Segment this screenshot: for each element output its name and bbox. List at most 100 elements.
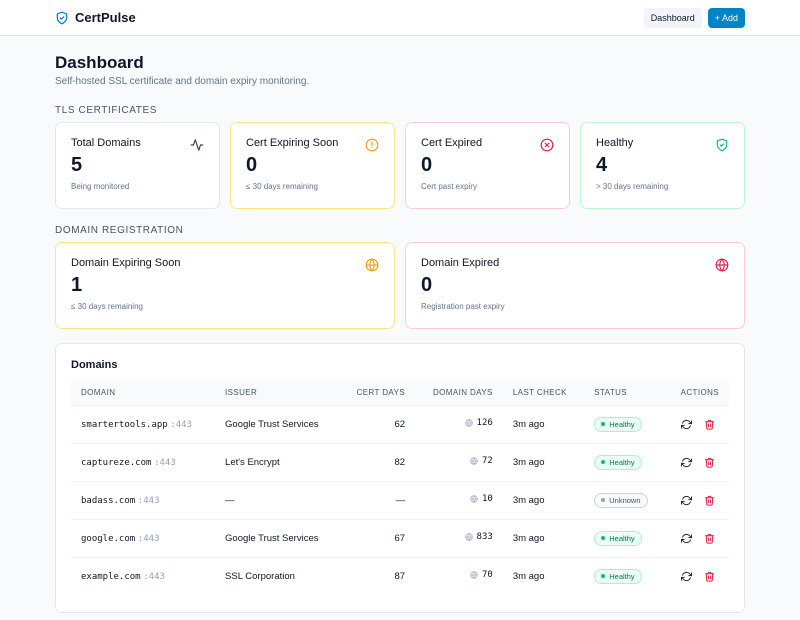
- card-value: 0: [421, 154, 433, 176]
- page-subtitle: Self-hosted SSL certificate and domain e…: [55, 76, 310, 87]
- actions-cell: [664, 518, 729, 557]
- status-badge: Healthy: [594, 416, 642, 432]
- status-badge: Unknown: [594, 492, 648, 508]
- domain-cards: Domain Expiring Soon 1 ≤ 30 days remaini…: [55, 242, 745, 329]
- actions-cell: [664, 556, 729, 595]
- card-value: 0: [246, 154, 258, 176]
- card-value: 4: [596, 154, 608, 176]
- domains-title: Domains: [71, 359, 118, 371]
- issuer-cell: Google Trust Services: [215, 404, 340, 443]
- card-domain-expiring-soon: Domain Expiring Soon 1 ≤ 30 days remaini…: [55, 242, 395, 329]
- col-last-check: LAST CHECK: [512, 387, 567, 397]
- domain-name: example.com: [81, 571, 141, 582]
- domain-name: badass.com: [81, 495, 136, 506]
- brand[interactable]: CertPulse: [55, 10, 136, 25]
- card-sub: ≤ 30 days remaining: [246, 182, 318, 191]
- card-cert-expiring-soon: Cert Expiring Soon 0 ≤ 30 days remaining: [230, 122, 395, 209]
- card-sub: > 30 days remaining: [596, 182, 669, 191]
- status-cell: Healthy: [584, 442, 665, 481]
- card-label: Healthy: [596, 137, 634, 149]
- card-cert-expired: Cert Expired 0 Cert past expiry: [405, 122, 570, 209]
- domain-name: captureze.com: [81, 457, 152, 468]
- domain-days-cell: 72: [415, 442, 503, 481]
- domain-days-value: 833: [476, 532, 493, 542]
- table-row[interactable]: badass.com :443 — — 10 3m ago Unknown: [71, 480, 729, 519]
- issuer-cell: —: [215, 480, 340, 519]
- status-text: Healthy: [609, 571, 635, 581]
- status-badge: Healthy: [594, 454, 642, 470]
- last-check-cell: 3m ago: [502, 518, 585, 557]
- alert-circle-icon: [365, 138, 379, 152]
- trash-icon[interactable]: [704, 457, 715, 468]
- top-nav: Dashboard + Add: [643, 7, 745, 28]
- table-row[interactable]: google.com :443 Google Trust Services 67…: [71, 518, 729, 557]
- trash-icon[interactable]: [704, 533, 715, 544]
- refresh-icon[interactable]: [681, 571, 692, 582]
- shield-check-icon: [56, 11, 68, 24]
- domain-days-cell: 10: [415, 480, 503, 519]
- refresh-icon[interactable]: [681, 533, 692, 544]
- cert-days-cell: 67: [339, 518, 416, 557]
- globe-icon: [365, 258, 379, 272]
- domain-port: :443: [170, 419, 193, 430]
- status-badge: Healthy: [594, 530, 642, 546]
- card-label: Cert Expiring Soon: [246, 137, 339, 149]
- domain-cell[interactable]: google.com :443: [71, 518, 216, 557]
- trash-icon[interactable]: [704, 495, 715, 506]
- actions-cell: [664, 442, 729, 481]
- main-content: Dashboard Self-hosted SSL certificate an…: [0, 36, 800, 613]
- domain-name: google.com: [81, 533, 136, 544]
- col-domain-days: DOMAIN DAYS: [432, 387, 493, 397]
- card-value: 1: [71, 274, 83, 296]
- col-domain: DOMAIN: [81, 387, 116, 397]
- actions-cell: [664, 404, 729, 443]
- domain-port: :443: [137, 495, 160, 506]
- col-issuer: ISSUER: [225, 387, 258, 397]
- domains-panel: Domains DOMAIN ISSUER CERT DAYS DOMAIN D…: [55, 343, 745, 613]
- issuer-cell: SSL Corporation: [215, 556, 340, 595]
- card-domain-expired: Domain Expired 0 Registration past expir…: [405, 242, 745, 329]
- table-row[interactable]: example.com :443 SSL Corporation 87 70 3…: [71, 556, 729, 595]
- col-actions: ACTIONS: [680, 387, 719, 397]
- refresh-icon[interactable]: [681, 495, 692, 506]
- globe-icon: [715, 258, 729, 272]
- globe-icon: [470, 457, 478, 465]
- status-cell: Healthy: [584, 404, 665, 443]
- table-row[interactable]: smartertools.app :443 Google Trust Servi…: [71, 404, 729, 443]
- table-row[interactable]: captureze.com :443 Let's Encrypt 82 72 3…: [71, 442, 729, 481]
- status-text: Unknown: [609, 495, 641, 505]
- cert-days-cell: 62: [339, 404, 416, 443]
- status-dot: [601, 498, 606, 502]
- add-button[interactable]: + Add: [707, 7, 745, 28]
- last-check-cell: 3m ago: [502, 556, 585, 595]
- refresh-icon[interactable]: [681, 419, 692, 430]
- status-cell: Healthy: [584, 518, 665, 557]
- domain-days-value: 10: [481, 494, 493, 504]
- domain-cell[interactable]: example.com :443: [71, 556, 216, 595]
- trash-icon[interactable]: [704, 571, 715, 582]
- trash-icon[interactable]: [704, 419, 715, 430]
- domain-cell[interactable]: captureze.com :443: [71, 442, 216, 481]
- card-healthy: Healthy 4 > 30 days remaining: [580, 122, 745, 209]
- domain-cell[interactable]: badass.com :443: [71, 480, 216, 519]
- globe-icon: [470, 495, 478, 503]
- refresh-icon[interactable]: [681, 457, 692, 468]
- domain-days-cell: 126: [415, 404, 503, 443]
- status-text: Healthy: [609, 457, 635, 467]
- domain-days-value: 126: [476, 418, 493, 428]
- card-value: 5: [71, 154, 83, 176]
- tls-section-title: TLS CERTIFICATES: [55, 105, 158, 116]
- domain-name: smartertools.app: [81, 419, 168, 430]
- dashboard-button[interactable]: Dashboard: [643, 7, 702, 28]
- col-status: STATUS: [594, 387, 628, 397]
- activity-icon: [190, 139, 204, 151]
- domain-port: :443: [143, 571, 165, 582]
- actions-cell: [664, 480, 729, 519]
- last-check-cell: 3m ago: [502, 480, 585, 519]
- last-check-cell: 3m ago: [502, 404, 585, 443]
- domain-cell[interactable]: smartertools.app :443: [71, 404, 216, 443]
- page-title: Dashboard: [55, 53, 144, 72]
- card-value: 0: [421, 274, 433, 296]
- status-dot: [601, 460, 606, 464]
- cert-days-cell: 87: [339, 556, 416, 595]
